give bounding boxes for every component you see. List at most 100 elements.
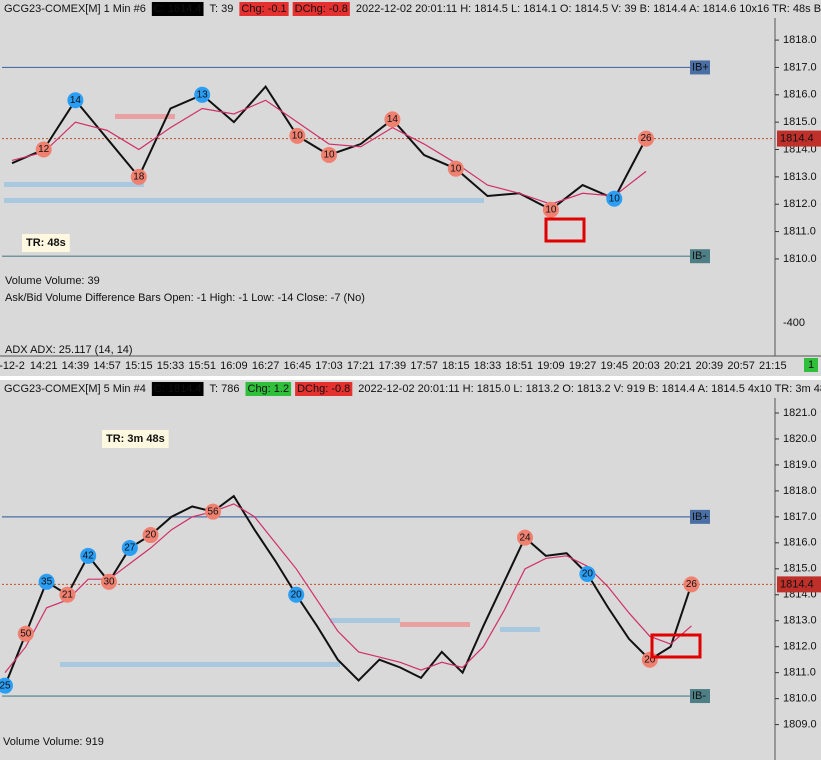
y-tick-label: 1812.0 [783,641,817,653]
marker-label: 30 [103,576,115,587]
header-badge [239,2,289,16]
y-tick-label: 1816.0 [783,89,817,101]
level-label: IB- [692,690,706,702]
level-tag [690,249,710,264]
x-tick-label: 17:57 [410,360,438,372]
status-badge [804,358,818,372]
price-line [4,494,693,687]
y-tick-label: 1816.0 [783,537,817,549]
marker-label: 42 [83,550,95,561]
trade-marker [384,111,401,128]
x-tick-label: 20:03 [632,360,660,372]
header-text: GCG23-COMEX[M] 1 Min #6 [4,3,146,15]
marker-label: 20 [145,530,157,541]
header-text: C: 1814.4 [154,3,202,15]
x-tick-label: 16:45 [284,360,312,372]
marker-label: 12 [38,144,50,155]
trade-marker [606,190,623,207]
header-text: 2022-12-02 20:01:11 H: 1815.0 L: 1813.2 … [358,383,821,395]
x-tick-label: 15:51 [188,360,216,372]
header-text: C: 1814.4 [154,383,202,395]
x-tick-label: 19:27 [569,360,597,372]
header-text: T: 39 [210,3,234,15]
tr-note: TR: 48s [26,237,66,249]
trade-marker [101,573,117,590]
tr-note: TR: 3m 48s [106,433,165,445]
marker-label: 10 [609,193,621,204]
header-badge [292,2,350,16]
marker-label: 20 [582,569,594,580]
x-tick-label: 19:09 [537,360,565,372]
marker-label: 27 [124,543,136,554]
trade-marker [38,573,55,590]
marker-label: 50 [20,628,32,639]
zone [500,627,540,632]
average-line [11,99,647,205]
zone [115,114,175,119]
highlight-box [650,633,702,659]
marker-label: 10 [545,204,557,215]
header-text: DChg: -0.8 [297,383,350,395]
trade-marker [67,92,84,109]
zone [400,622,470,627]
y-tick-label: 1809.0 [783,719,817,731]
level-label: IB- [692,250,706,262]
trade-marker [59,586,76,603]
y-tick-label: 1811.0 [783,225,816,237]
y-tick-label: 1820.0 [783,433,817,445]
x-tick-label: 17:03 [315,360,343,372]
trade-marker [289,127,306,144]
header-text: Chg: -0.1 [241,3,286,15]
trade-marker [0,677,13,694]
y-tick-label: 1818.0 [783,485,817,497]
trade-marker [80,547,97,564]
level-tag [690,60,710,75]
trade-marker [542,201,559,218]
y-tick-label: 1810.0 [783,253,817,265]
last-price-label: 1814.4 [780,132,814,144]
tr-note-bg [22,234,70,252]
y-tick-label: 1815.0 [783,116,817,128]
x-tick-label: 15:33 [157,360,185,372]
status-badge-text: 1 [808,359,814,371]
header-text: DChg: -0.8 [295,3,348,15]
y-tick-label: 1817.0 [783,511,817,523]
y-tick-label: 1810.0 [783,693,817,705]
y-tick-label: 1815.0 [783,563,817,575]
x-tick-label: -12-2 [0,360,25,372]
trade-marker [638,130,654,147]
indicator-text: Volume Volume: 39 [5,275,100,287]
x-tick-label: 19:45 [601,360,629,372]
marker-label: 26 [686,579,698,590]
marker-label: 14 [70,95,82,106]
header-badge [245,382,292,396]
y-tick-label: 1811.0 [783,667,816,679]
y-tick-label: 1819.0 [783,459,817,471]
marker-label: 14 [387,114,399,125]
trade-marker [17,625,34,642]
average-line [4,503,692,674]
y-tick-label: 1818.0 [783,34,817,46]
x-tick-label: 15:15 [125,360,153,372]
y-tick-label: 1817.0 [783,61,817,73]
zone [4,182,144,187]
trade-marker [683,576,700,593]
trade-marker [579,565,596,582]
marker-label: 10 [323,150,335,161]
y-tick-label: 1813.0 [783,171,817,183]
trade-marker [35,141,52,158]
highlight-box [544,217,586,243]
header-text: T: 786 [210,383,240,395]
marker-label: 20 [291,589,303,600]
zone [4,198,484,203]
panel-bg [0,0,821,376]
x-tick-label: 17:21 [347,360,375,372]
level-label: IB+ [692,511,709,523]
marker-label: 24 [519,532,531,543]
y-tick-label: 1821.0 [783,407,817,419]
trade-marker [142,527,159,544]
marker-label: 25 [0,680,11,691]
marker-label: 21 [62,589,74,600]
x-tick-label: 20:57 [727,360,755,372]
